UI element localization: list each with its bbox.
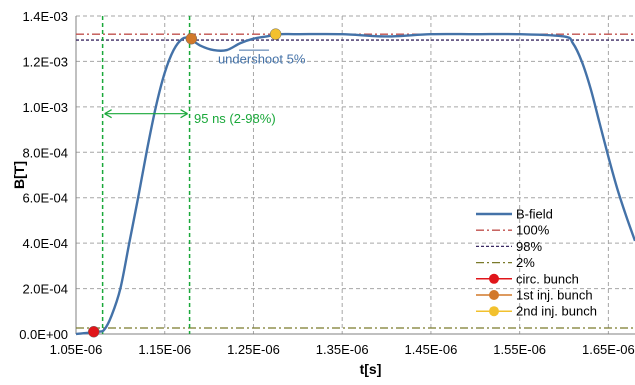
y-tick-label: 0.0E+00	[19, 327, 68, 342]
legend-label: B-field	[516, 207, 553, 222]
data-point-circ-bunch	[87, 325, 100, 338]
vertical-markers	[101, 16, 191, 334]
annotation-rise-time: 95 ns (2-98%)	[194, 111, 276, 126]
x-tick-label: 1.65E-06	[582, 342, 635, 357]
y-axis-title: B[T]	[11, 161, 27, 189]
grid-layer	[76, 15, 635, 334]
data-point-1st-inj-bunch	[185, 32, 198, 45]
legend-marker	[489, 290, 499, 300]
x-tick-label: 1.45E-06	[405, 342, 458, 357]
x-tick-label: 1.35E-06	[316, 342, 369, 357]
series-line-bfield	[75, 32, 635, 336]
x-tick-label: 1.05E-06	[50, 342, 103, 357]
y-tick-label: 1.2E-03	[22, 54, 68, 69]
y-tick-label: 1.0E-03	[22, 100, 68, 115]
arrow-head-left	[104, 109, 112, 119]
legend-label: 1st inj. bunch	[516, 288, 593, 303]
x-axis-title: t[s]	[360, 361, 382, 377]
y-tick-label: 4.0E-04	[22, 236, 68, 251]
data-point-2nd-inj-bunch	[269, 28, 282, 40]
x-tick-label: 1.55E-06	[493, 342, 546, 357]
y-tick-label: 2.0E-04	[22, 282, 68, 297]
legend-marker	[489, 273, 499, 284]
y-tick-label: 6.0E-04	[22, 191, 68, 206]
arrow-head-right	[180, 109, 188, 119]
axis-layer: 0.0E+00 2.0E-04 4.0E-04 6.0E-04 8.0E-04 1.0E-…	[11, 9, 635, 377]
y-tick-label: 8.0E-04	[22, 145, 68, 160]
x-tick-label: 1.15E-06	[138, 342, 191, 357]
legend-label: 2nd inj. bunch	[516, 304, 597, 319]
legend-label: 98%	[516, 239, 542, 254]
annotations: undershoot 5% 95 ns (2-98%)	[104, 49, 306, 126]
legend-label: 2%	[516, 255, 535, 270]
series-layer	[75, 32, 635, 336]
annotation-undershoot: undershoot 5%	[218, 52, 306, 67]
legend-marker	[489, 306, 499, 317]
x-tick-label: 1.25E-06	[227, 342, 280, 357]
y-tick-label: 1.4E-03	[22, 9, 68, 24]
bunch-points	[87, 28, 282, 338]
legend-label: 100%	[516, 223, 550, 238]
legend-label: circ. bunch	[516, 271, 579, 286]
